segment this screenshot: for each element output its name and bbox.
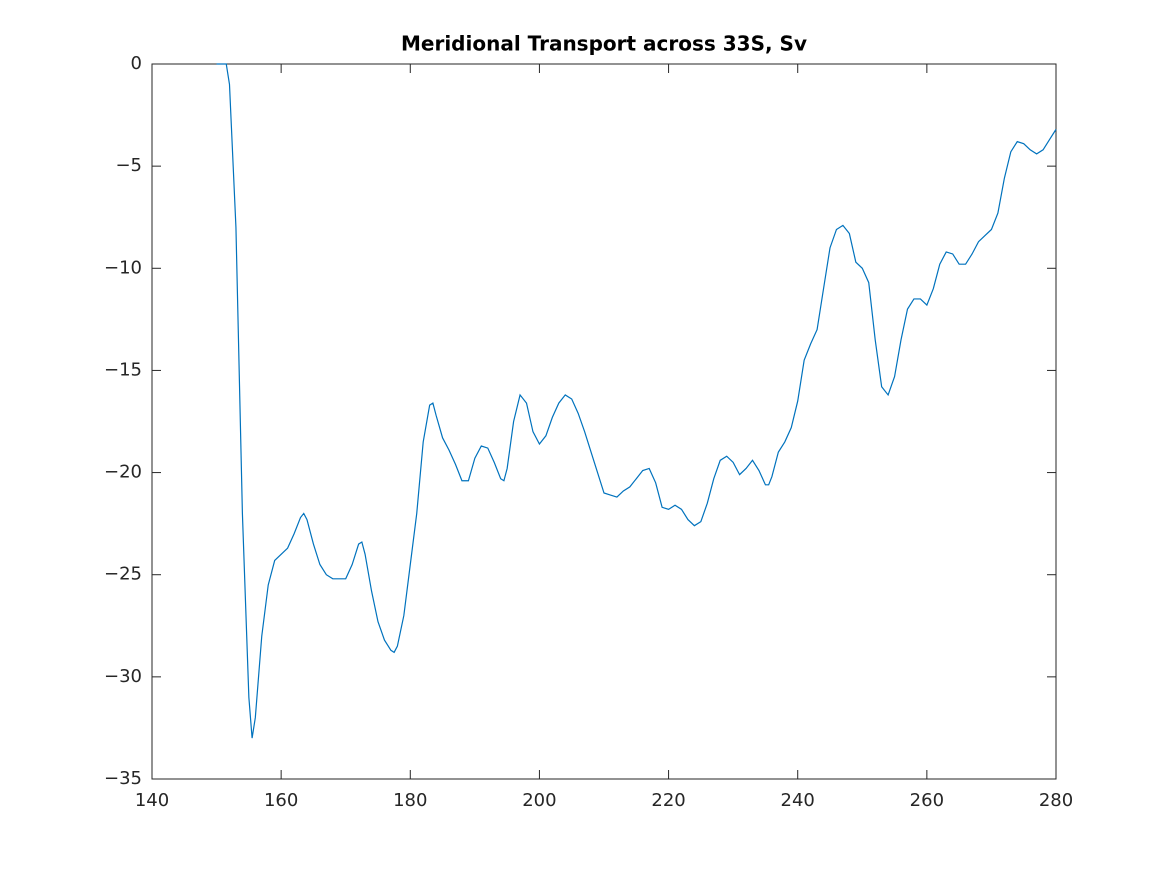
x-tick-label: 280 (1039, 790, 1073, 811)
y-tick-label: −20 (104, 462, 142, 483)
x-tick-label: 220 (651, 790, 685, 811)
y-tick-label: −5 (115, 155, 142, 176)
x-tick-label: 160 (264, 790, 298, 811)
y-tick-label: −30 (104, 666, 142, 687)
y-tick-label: −35 (104, 768, 142, 789)
x-tick-label: 240 (781, 790, 815, 811)
y-tick-label: −25 (104, 564, 142, 585)
plot-box (151, 63, 1057, 780)
x-tick-label: 140 (135, 790, 169, 811)
chart-title: Meridional Transport across 33S, Sv (401, 32, 807, 56)
x-tick-label: 180 (393, 790, 427, 811)
x-tick-label: 260 (910, 790, 944, 811)
y-tick-label: −15 (104, 359, 142, 380)
data-line (216, 63, 1057, 739)
x-tick-label: 200 (522, 790, 556, 811)
y-tick-label: 0 (131, 53, 142, 74)
y-tick-label: −10 (104, 257, 142, 278)
